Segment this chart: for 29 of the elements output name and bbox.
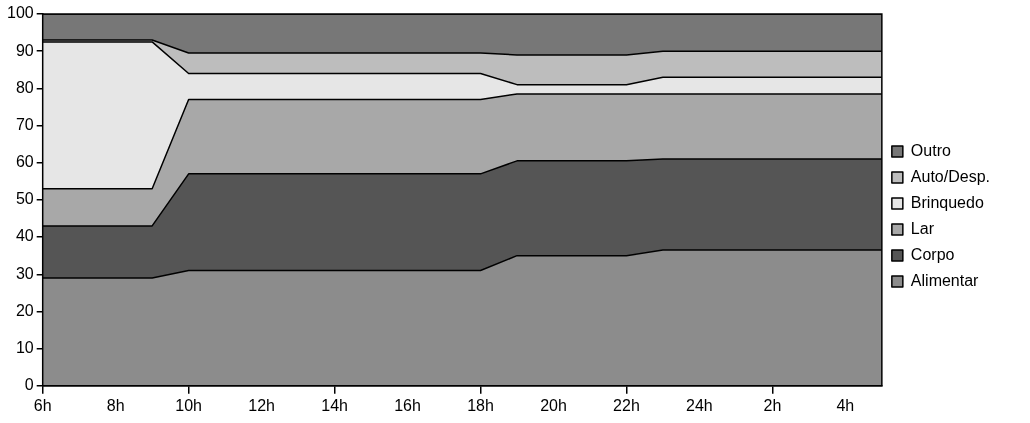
- legend-label: Lar: [910, 219, 935, 237]
- y-tick-label: 30: [15, 264, 34, 282]
- legend-label: Corpo: [910, 245, 955, 263]
- y-tick-label: 40: [15, 227, 34, 245]
- x-tick-label: 8h: [106, 396, 125, 414]
- y-tick-label: 20: [15, 301, 34, 319]
- x-tick-label: 16h: [394, 396, 421, 414]
- x-tick-label: 20h: [540, 396, 567, 414]
- legend-label: Auto/Desp.: [910, 167, 990, 185]
- legend-label: Brinquedo: [910, 193, 984, 211]
- y-tick-label: 70: [15, 115, 34, 133]
- x-tick-label: 24h: [686, 396, 713, 414]
- y-tick-label: 50: [15, 190, 34, 208]
- x-tick-label: 4h: [836, 396, 855, 414]
- x-tick-label: 10h: [175, 396, 202, 414]
- y-tick-label: 0: [24, 376, 34, 394]
- y-tick-label: 60: [15, 153, 34, 171]
- y-tick-label: 90: [15, 41, 34, 59]
- y-tick-label: 80: [15, 78, 34, 96]
- x-tick-label: 22h: [613, 396, 640, 414]
- legend-label: Outro: [910, 141, 951, 159]
- x-tick-label: 2h: [763, 396, 782, 414]
- legend-label: Alimentar: [910, 271, 980, 289]
- x-tick-label: 14h: [321, 396, 348, 414]
- x-tick-label: 18h: [467, 396, 494, 414]
- x-tick-label: 12h: [248, 396, 275, 414]
- y-tick-label: 100: [6, 4, 34, 22]
- x-tick-label: 6h: [33, 396, 52, 414]
- y-tick-label: 10: [15, 339, 34, 357]
